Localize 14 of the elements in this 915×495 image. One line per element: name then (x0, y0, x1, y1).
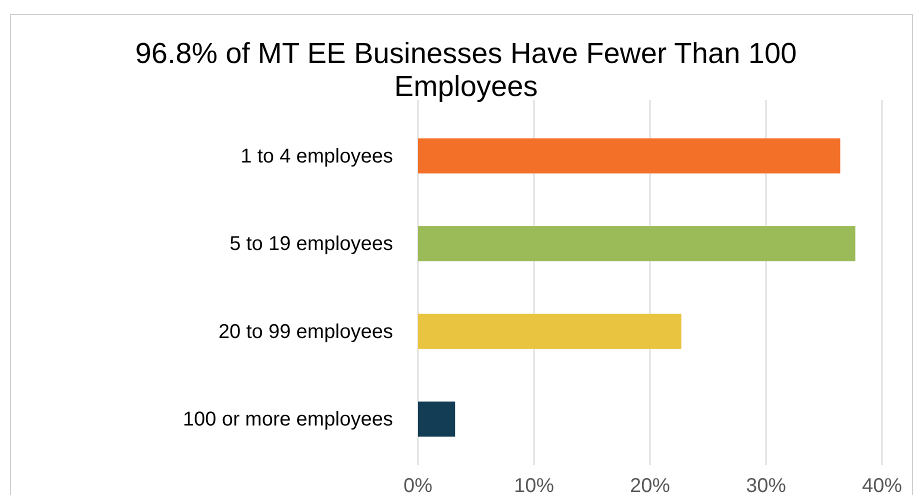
y-tick-label: 5 to 19 employees (230, 233, 393, 256)
x-tick-label: 40% (862, 475, 902, 495)
y-tick-label: 100 or more employees (182, 408, 393, 431)
y-tick-label: 20 to 99 employees (218, 320, 393, 343)
x-tick-label: 20% (630, 475, 670, 495)
bar (418, 138, 840, 174)
chart-title: 96.8% of MT EE Businesses Have Fewer Than 100 Employees (135, 38, 797, 103)
bar (418, 402, 456, 437)
x-tick-label: 30% (746, 475, 786, 495)
y-tick-label: 1 to 4 employees (240, 145, 393, 168)
bar (418, 226, 856, 262)
x-tick-label: 0% (404, 475, 433, 495)
bar (418, 314, 682, 349)
x-tick-label: 10% (514, 475, 554, 495)
